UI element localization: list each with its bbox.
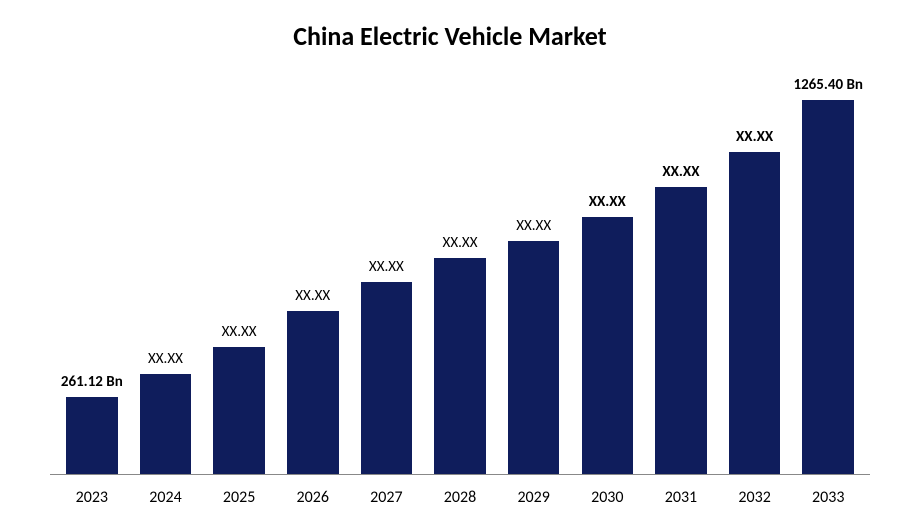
bar <box>213 347 265 474</box>
bar <box>361 282 413 474</box>
x-axis-label: 2026 <box>276 488 350 507</box>
x-axis-label: 2028 <box>423 488 497 507</box>
x-axis-label: 2033 <box>791 488 865 507</box>
x-axis-label: 2024 <box>129 488 203 507</box>
bar <box>66 397 118 474</box>
chart-plot-area: 261.12 Bn XX.XX XX.XX XX.XX XX.XX XX.XX … <box>50 75 870 475</box>
bars-container: 261.12 Bn XX.XX XX.XX XX.XX XX.XX XX.XX … <box>50 75 870 474</box>
bar-value-label: 1265.40 Bn <box>768 76 888 94</box>
bar-group: XX.XX <box>129 75 203 474</box>
x-axis-label: 2029 <box>497 488 571 507</box>
bar-group: XX.XX <box>570 75 644 474</box>
x-axis-label: 2031 <box>644 488 718 507</box>
bar <box>582 217 634 474</box>
bar-group: XX.XX <box>423 75 497 474</box>
x-axis-label: 2032 <box>718 488 792 507</box>
bar-group: XX.XX <box>202 75 276 474</box>
bar <box>729 152 781 474</box>
bar-group: 261.12 Bn <box>55 75 129 474</box>
x-axis-label: 2025 <box>202 488 276 507</box>
x-axis-labels: 2023 2024 2025 2026 2027 2028 2029 2030 … <box>50 488 870 507</box>
bar <box>140 374 192 474</box>
bar <box>802 100 854 474</box>
x-axis-label: 2030 <box>570 488 644 507</box>
bar-group: XX.XX <box>718 75 792 474</box>
bar <box>508 241 560 474</box>
bar <box>655 187 707 474</box>
bar-group: XX.XX <box>350 75 424 474</box>
x-axis-label: 2023 <box>55 488 129 507</box>
bar <box>434 258 486 474</box>
chart-title: China Electric Vehicle Market <box>0 0 900 62</box>
x-axis-label: 2027 <box>350 488 424 507</box>
bar-group: 1265.40 Bn <box>791 75 865 474</box>
bar-group: XX.XX <box>497 75 571 474</box>
bar <box>287 311 339 474</box>
